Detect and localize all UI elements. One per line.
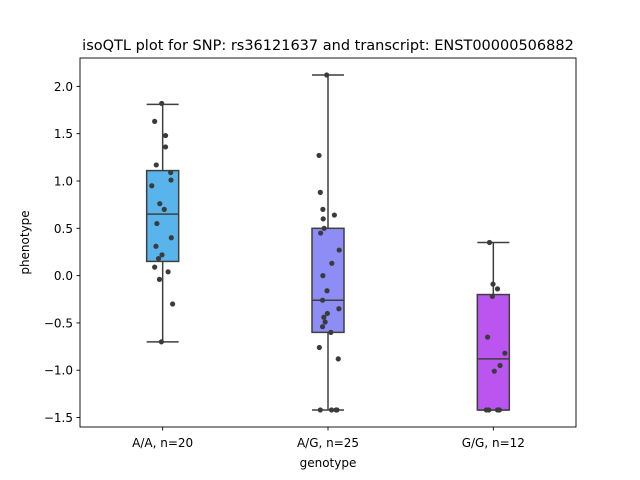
y-tick-label: 0.0 [54, 269, 73, 283]
data-point [321, 225, 327, 231]
data-point [152, 264, 158, 270]
data-point [154, 220, 160, 227]
data-point [156, 276, 163, 282]
data-point [158, 339, 164, 345]
data-point [324, 288, 330, 294]
data-point [169, 301, 176, 307]
data-point [490, 281, 496, 287]
data-point [486, 239, 493, 246]
data-point [155, 255, 162, 262]
y-tick-label: 2.0 [54, 80, 73, 94]
x-tick-label: A/A, n=20 [132, 436, 193, 450]
data-point [316, 344, 322, 351]
data-point [331, 212, 337, 218]
data-point [324, 72, 330, 78]
data-point [486, 407, 492, 413]
data-point [168, 235, 174, 241]
x-tick-label: A/G, n=25 [297, 436, 359, 450]
data-point [502, 350, 508, 356]
x-tick-label: G/G, n=12 [462, 436, 525, 450]
data-point [152, 118, 158, 124]
data-point [149, 183, 155, 189]
data-point [497, 362, 503, 369]
data-point [329, 260, 335, 266]
data-point [324, 310, 330, 317]
data-point [489, 293, 495, 300]
data-point [328, 407, 335, 413]
data-point [336, 247, 342, 253]
data-point [491, 368, 497, 374]
y-axis: −1.5 −1.0 −0.5 0.0 0.5 1.0 1.5 2.0 [44, 80, 80, 425]
data-point [321, 314, 327, 320]
data-point [317, 189, 323, 195]
plot-area [145, 72, 511, 413]
box-group [476, 241, 511, 411]
data-point [153, 243, 159, 249]
data-point [328, 329, 334, 335]
strip-points [149, 100, 176, 345]
strip-points [316, 72, 342, 413]
data-point [320, 273, 326, 279]
data-point [322, 319, 328, 325]
data-point [157, 201, 163, 207]
data-point [334, 407, 340, 413]
data-point [317, 407, 323, 413]
y-axis-label: phenotype [18, 210, 32, 274]
data-point [494, 286, 501, 292]
x-axis-label: genotype [300, 456, 357, 470]
data-point [168, 177, 174, 183]
data-point [336, 306, 342, 312]
data-point [335, 356, 341, 362]
x-axis: A/A, n=20 A/G, n=25 G/G, n=12 [132, 427, 525, 450]
data-point [159, 100, 165, 107]
data-point [319, 324, 326, 330]
data-point [161, 206, 167, 212]
y-tick-label: 1.5 [54, 127, 73, 141]
data-point [159, 252, 165, 258]
y-tick-label: 0.5 [54, 222, 73, 236]
data-point [320, 206, 326, 212]
box-group [311, 74, 345, 411]
data-point [316, 152, 322, 159]
y-tick-label: 1.0 [54, 175, 73, 189]
data-point [162, 144, 169, 150]
y-tick-label: −0.5 [44, 316, 73, 330]
data-point [320, 216, 326, 222]
y-tick-label: −1.0 [44, 364, 73, 378]
strip-points [483, 239, 508, 413]
y-tick-label: −1.5 [44, 411, 73, 425]
data-point [318, 230, 324, 236]
box [311, 227, 345, 334]
data-point [168, 169, 174, 176]
chart-title: isoQTL plot for SNP: rs36121637 and tran… [82, 38, 574, 54]
data-point [153, 162, 159, 168]
data-point [162, 132, 169, 139]
data-point [484, 334, 491, 340]
data-point [165, 269, 171, 275]
data-point [496, 407, 503, 413]
data-point [319, 297, 326, 303]
